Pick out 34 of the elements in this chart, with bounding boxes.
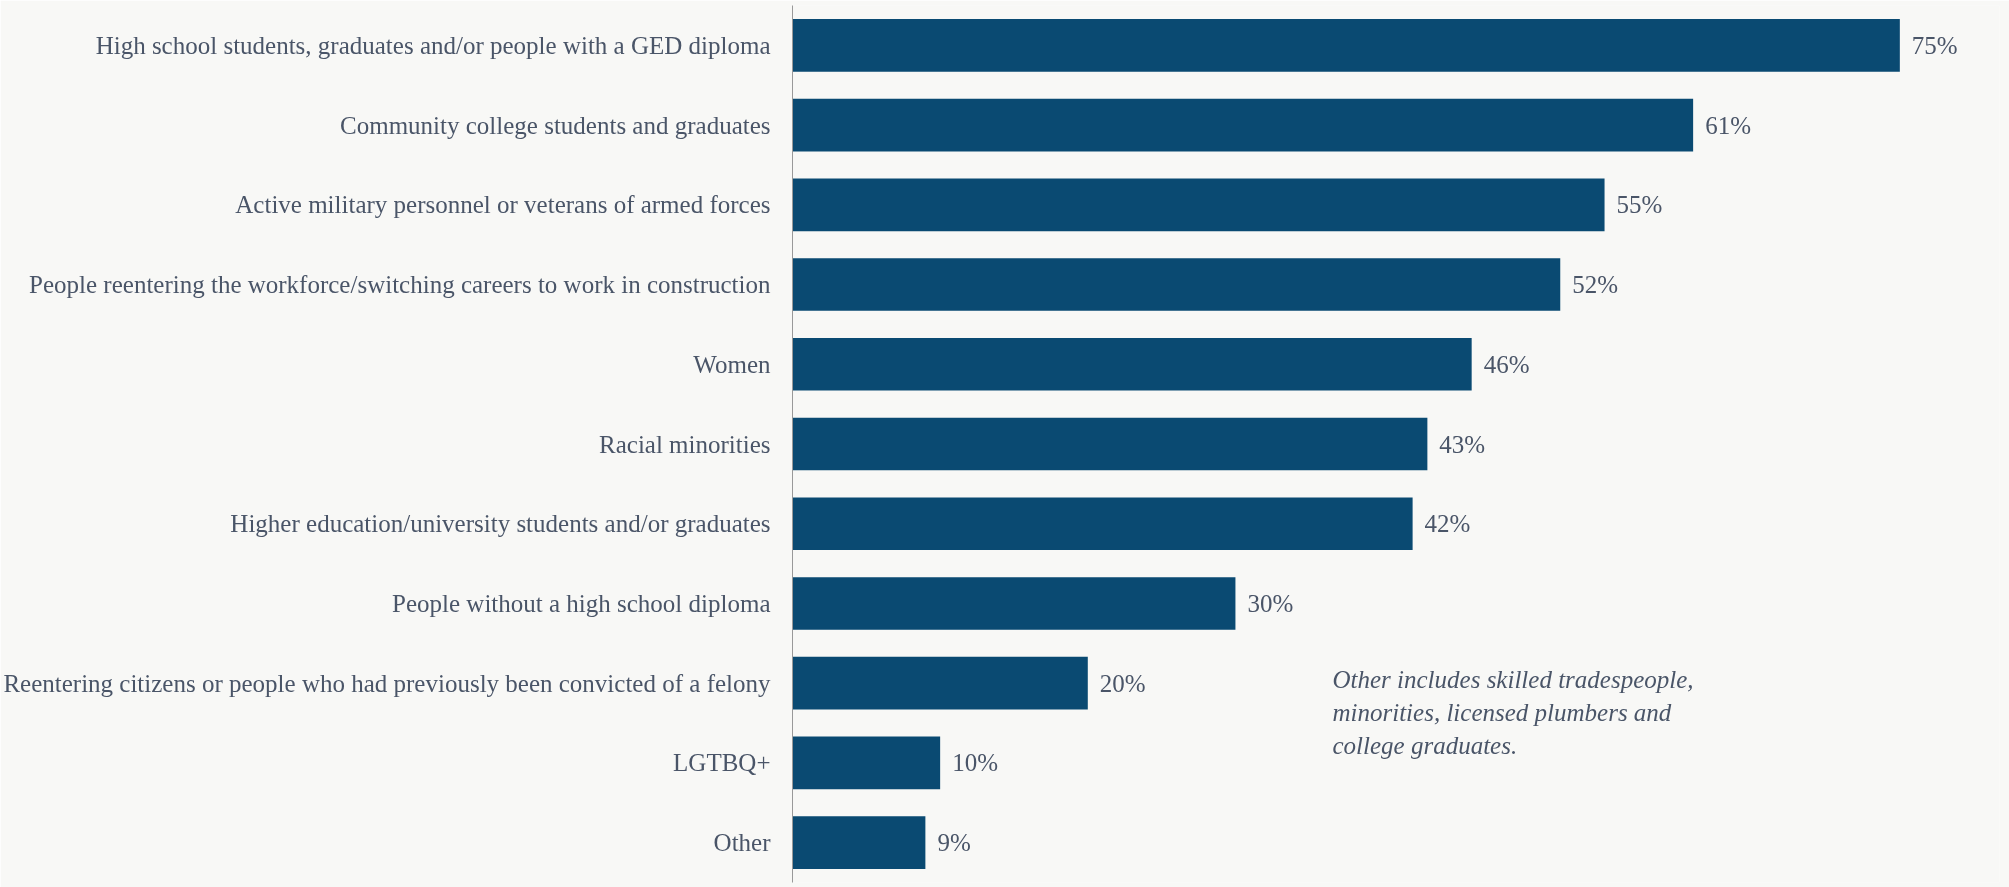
bar — [792, 258, 1561, 311]
bar — [792, 337, 1472, 391]
data-label: 46% — [1483, 350, 1530, 378]
data-label: 10% — [952, 749, 998, 777]
bar — [792, 178, 1605, 232]
data-label: 52% — [1572, 271, 1619, 299]
y-tick-label: Racial minorities — [599, 430, 771, 458]
data-label: 30% — [1247, 589, 1294, 617]
data-label: 20% — [1099, 669, 1146, 697]
bar — [792, 736, 941, 790]
data-label: 55% — [1616, 191, 1663, 219]
y-tick-label: People reentering the workforce/switching careers to work in construction — [29, 271, 771, 299]
data-label: 75% — [1911, 31, 1958, 59]
data-label: 9% — [937, 829, 971, 857]
data-label: 42% — [1424, 510, 1471, 538]
y-tick-label: Community college students and graduates — [340, 111, 771, 139]
data-label: 43% — [1439, 430, 1486, 458]
y-tick-label: People without a high school diploma — [392, 589, 771, 617]
annotation: Other includes skilled tradespeople, minorities, licensed plumbers and college graduates. — [1332, 665, 1694, 759]
bar — [792, 98, 1694, 152]
data-label: 61% — [1705, 111, 1751, 139]
y-tick-label: Active military personnel or veterans of armed forces — [235, 191, 771, 219]
bar — [792, 19, 1900, 72]
y-tick-label: Reentering citizens or people who had previously been convicted of a felony — [3, 669, 771, 697]
bar — [792, 816, 926, 869]
y-tick-label: LGTBQ+ — [673, 749, 771, 777]
y-tick-label: High school students, graduates and/or people with a GED diploma — [95, 31, 771, 59]
bar — [792, 577, 1236, 630]
y-tick-label: Higher education/university students and/or graduates — [230, 510, 771, 538]
bar — [792, 656, 1088, 710]
bar — [792, 417, 1428, 471]
bar — [792, 497, 1413, 551]
y-tick-label: Women — [693, 350, 771, 378]
y-tick-label: Other — [713, 829, 772, 857]
